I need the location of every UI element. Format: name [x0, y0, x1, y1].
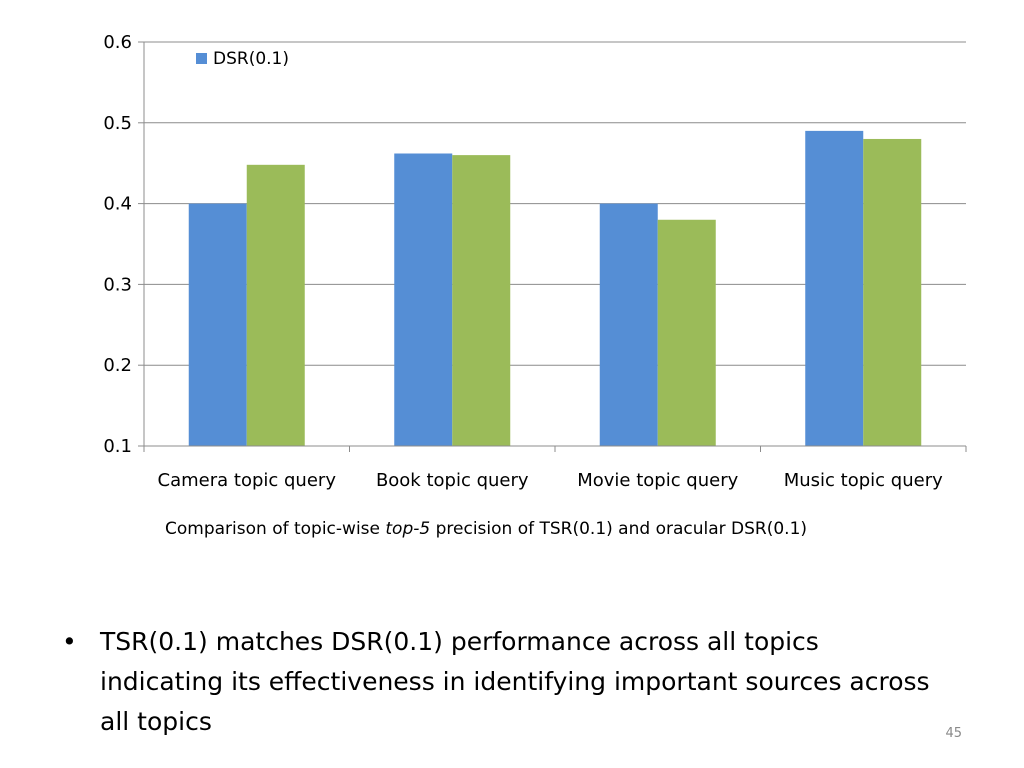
y-tick-label: 0.4 [103, 194, 132, 215]
x-tick-label: Camera topic query [158, 470, 337, 491]
bar-series-1-1 [452, 155, 511, 446]
axes [138, 41, 967, 452]
bullet-marker: • [62, 627, 77, 656]
bullet-list: • TSR(0.1) matches DSR(0.1) performance … [62, 622, 942, 742]
y-tick-label: 0.5 [103, 113, 132, 134]
y-tick-label: 0.1 [103, 436, 132, 457]
bar-chart: 0.1 0.2 0.3 0.4 0.5 0.6 Camera topic query Book… [103, 32, 967, 491]
bullet-item: • TSR(0.1) matches DSR(0.1) performance … [62, 622, 942, 742]
bar-series-0-1 [394, 153, 453, 446]
bar-series-1-0 [246, 164, 305, 447]
bullet-text: TSR(0.1) matches DSR(0.1) performance ac… [100, 627, 930, 736]
bar-series-1-2 [657, 219, 716, 446]
y-tick-label: 0.3 [103, 274, 132, 295]
legend-swatch [196, 53, 207, 64]
legend: DSR(0.1) [196, 49, 289, 69]
slide-number: 45 [945, 726, 962, 741]
x-tick-label: Movie topic query [577, 470, 738, 491]
caption-text-after: precision of TSR(0.1) and oracular DSR(0… [430, 519, 808, 539]
caption-text-emphasis: top-5 [385, 519, 431, 539]
x-tick-label: Book topic query [376, 470, 529, 491]
y-tick-label: 0.2 [103, 355, 132, 376]
bar-series-0-0 [188, 203, 247, 446]
chart-caption: Comparison of topic-wise top-5 precision… [165, 516, 885, 543]
caption-text-before: Comparison of topic-wise [165, 519, 386, 539]
bar-series-0-3 [805, 130, 864, 446]
x-tick-label: Music topic query [784, 470, 943, 491]
bars [188, 130, 922, 447]
tick-labels: 0.1 0.2 0.3 0.4 0.5 0.6 Camera topic query Book… [103, 32, 943, 491]
y-tick-label: 0.6 [103, 32, 132, 53]
bar-series-0-2 [599, 203, 658, 446]
legend-label: DSR(0.1) [213, 49, 289, 69]
bar-series-1-3 [863, 138, 922, 446]
